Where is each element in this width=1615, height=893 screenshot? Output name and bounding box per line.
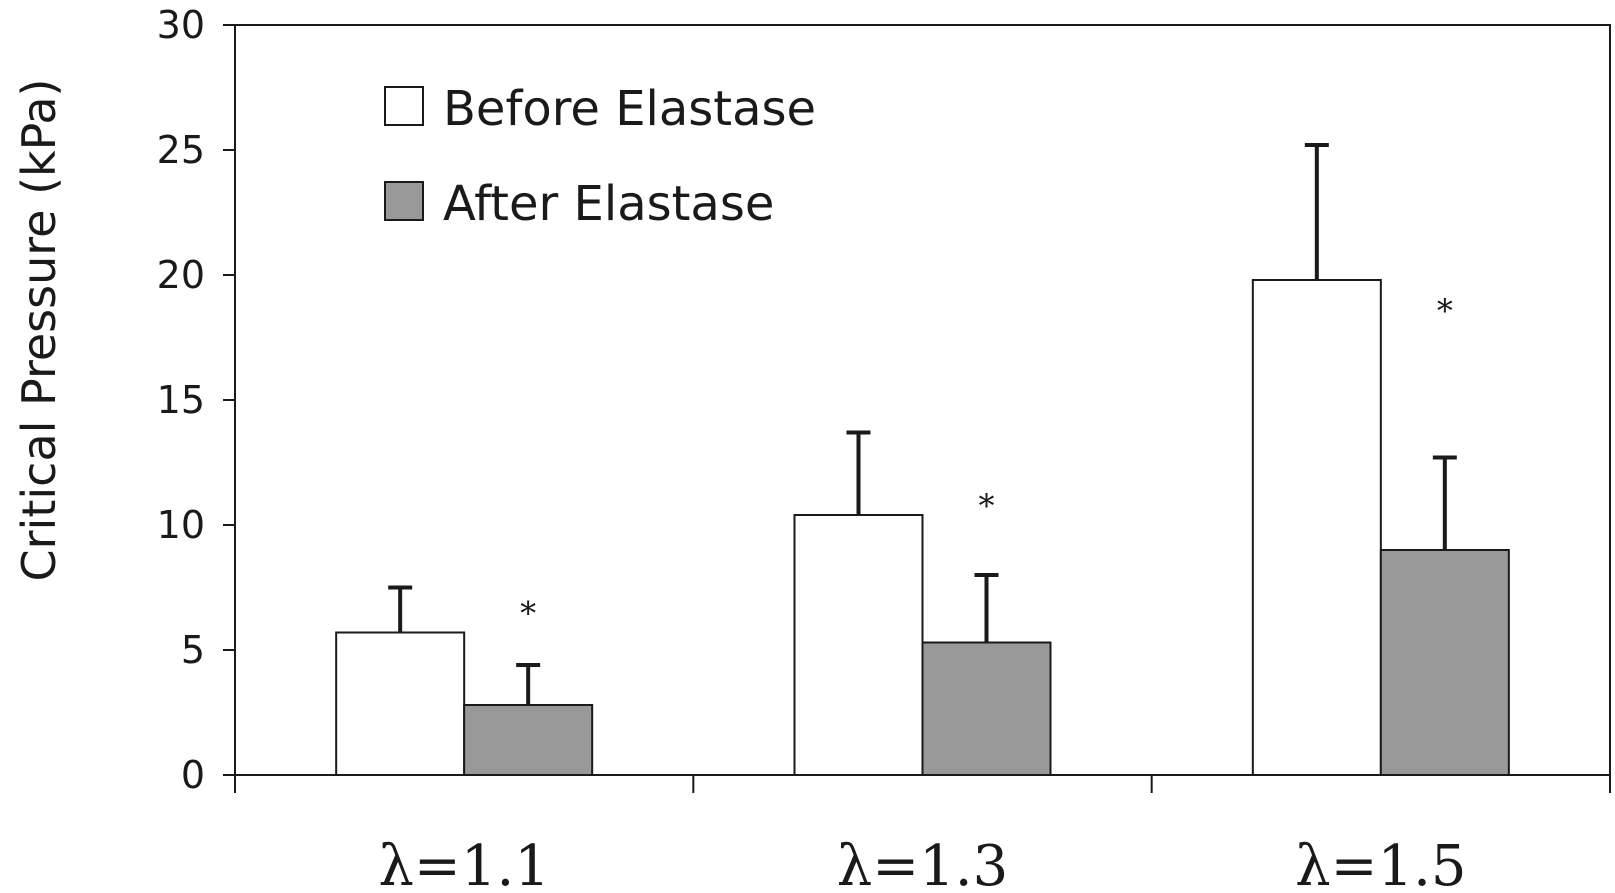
legend-swatch-after-elastase bbox=[384, 181, 424, 221]
y-tick-label: 0 bbox=[181, 753, 205, 797]
y-tick-label: 30 bbox=[157, 3, 205, 47]
y-axis-ticks: 0 5 10 15 20 25 30 bbox=[157, 3, 235, 797]
x-category-label: λ=1.5 bbox=[1295, 834, 1466, 893]
significance-marker: * bbox=[1437, 292, 1453, 330]
error-bars-group bbox=[388, 143, 1457, 705]
significance-marker: * bbox=[979, 487, 995, 525]
bar-before-elastase bbox=[793, 514, 924, 776]
bar-before-elastase bbox=[335, 631, 466, 776]
bars-group bbox=[335, 279, 1510, 776]
y-axis-label: Critical Pressure (kPa) bbox=[12, 79, 66, 582]
y-tick-label: 10 bbox=[157, 503, 205, 547]
x-axis-ticks: λ=1.1 λ=1.3 λ=1.5 bbox=[234, 775, 1611, 893]
annotations-group: * * * bbox=[520, 292, 1453, 633]
y-tick-label: 25 bbox=[157, 128, 205, 172]
bar-after-elastase bbox=[921, 641, 1052, 776]
legend: Before Elastase After Elastase bbox=[384, 81, 816, 232]
y-tick-label: 5 bbox=[181, 628, 205, 672]
bar-before-elastase bbox=[1251, 279, 1382, 776]
legend-label-after-elastase: After Elastase bbox=[443, 176, 774, 232]
y-tick-label: 15 bbox=[157, 378, 205, 422]
y-tick-label: 20 bbox=[157, 253, 205, 297]
legend-label-before-elastase: Before Elastase bbox=[443, 81, 816, 137]
significance-marker: * bbox=[520, 595, 536, 633]
bar-after-elastase bbox=[1379, 549, 1510, 776]
bar-after-elastase bbox=[463, 704, 594, 776]
x-category-label: λ=1.3 bbox=[837, 834, 1008, 893]
x-category-label: λ=1.1 bbox=[378, 834, 549, 893]
legend-swatch-before-elastase bbox=[384, 86, 424, 126]
